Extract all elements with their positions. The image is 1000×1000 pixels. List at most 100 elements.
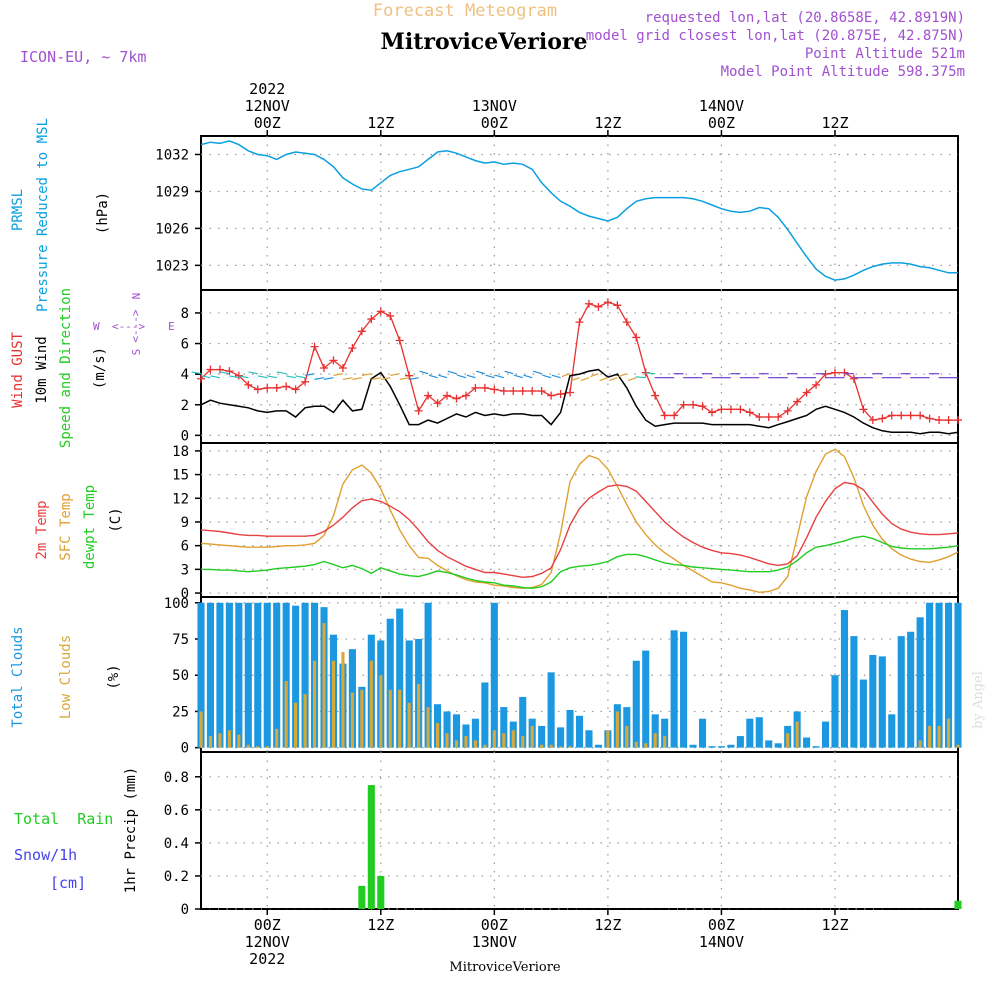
gust-marker (244, 380, 253, 389)
wind-direction-arrow (314, 377, 325, 380)
y-tick-label: 0.2 (164, 869, 189, 885)
wind-direction-arrow (523, 374, 533, 379)
low-clouds-bar (530, 725, 534, 748)
wind-direction-arrow (571, 377, 580, 382)
wind-direction-arrow (608, 377, 618, 382)
wind-direction-arrow (590, 373, 599, 378)
gust-marker (660, 411, 669, 420)
gust-marker (812, 380, 821, 389)
total-clouds-bar (481, 682, 489, 748)
low-clouds-bar (265, 746, 269, 748)
panel-frames (200, 135, 959, 910)
total-clouds-bar (443, 711, 451, 748)
total-clouds-bar (888, 714, 896, 748)
prmsl-line (200, 140, 958, 281)
gust-marker (480, 383, 489, 392)
total-clouds-bar (944, 602, 953, 748)
wind-direction-arrow (333, 373, 344, 376)
low-clouds-bar (312, 660, 317, 748)
total-clouds-bar (538, 725, 546, 748)
gust-marker (603, 298, 612, 307)
wind-panel (191, 298, 962, 435)
low-clouds-bar (303, 694, 307, 748)
top-time-label: 13NOV (472, 97, 517, 115)
top-time-label: 00Z (481, 114, 508, 132)
gust-marker (745, 408, 754, 417)
grid-lines (201, 136, 958, 910)
gust-marker (679, 400, 688, 409)
total-clouds-bar (717, 746, 725, 748)
wind-direction-arrow (219, 371, 230, 375)
rain-bar (358, 885, 366, 909)
gust-marker (537, 386, 546, 395)
low-clouds-bar (492, 730, 496, 748)
wind-direction-arrow (390, 373, 400, 376)
gust-marker (622, 318, 631, 327)
gust-marker (424, 391, 433, 400)
sfc-temp-line (200, 448, 959, 594)
axes: 1023102610291032024680369121518025507510… (155, 80, 848, 968)
gust-marker (651, 391, 660, 400)
rain-bar (377, 875, 385, 909)
wind-direction-arrow (342, 377, 353, 380)
y-tick-label: 0.8 (164, 770, 189, 786)
hpa-unit: (hPa) (95, 192, 111, 234)
gust-marker (528, 386, 537, 395)
bottom-time-label: 12Z (594, 916, 621, 934)
compass-east: E (168, 320, 175, 333)
bottom-time-label: 14NOV (699, 933, 744, 951)
gust-marker (443, 391, 452, 400)
low-clouds-bar (653, 733, 657, 748)
snow-unit-label: [cm] (50, 874, 86, 892)
bottom-time-label: 12Z (821, 916, 848, 934)
wind-direction-arrow (635, 376, 646, 379)
gust-marker (830, 368, 839, 377)
top-time-label: 14NOV (699, 97, 744, 115)
temp2m-label: 2m Temp (34, 500, 50, 559)
gust-marker (859, 405, 868, 414)
wind-direction-arrow (618, 373, 628, 378)
wind-direction-arrow (599, 377, 609, 382)
low-clouds-bar (275, 728, 279, 748)
total-clouds-bar (926, 602, 934, 748)
gust-marker (670, 411, 679, 420)
gust-marker (793, 397, 802, 406)
total-clouds-bar (566, 709, 574, 748)
y-tick-label: 6 (181, 539, 189, 555)
gust-marker (197, 374, 205, 383)
wind-direction-arrow (248, 371, 258, 375)
low-clouds-bar (644, 743, 648, 748)
total-clouds-bar (557, 727, 565, 748)
low-clouds-bar (663, 736, 667, 748)
total-rain-label: Total Rain (14, 810, 113, 828)
gust-marker (376, 307, 385, 316)
gust-marker (357, 327, 366, 336)
wind-direction-arrow (485, 374, 495, 379)
low-clouds-bar (928, 725, 932, 748)
y-tick-label: 1026 (155, 221, 189, 237)
gust-marker (944, 416, 953, 425)
watermark: by Angel (971, 671, 986, 729)
gust-marker (547, 391, 556, 400)
gust-marker (774, 412, 783, 421)
wind-10m-label: 10m Wind (34, 336, 50, 403)
low-clouds-bar (284, 681, 288, 748)
ms-unit: (m/s) (92, 347, 108, 389)
gust-marker (954, 416, 962, 425)
wind-direction-arrow (561, 373, 571, 378)
total-clouds-bar (916, 617, 924, 748)
gust-marker (575, 318, 584, 327)
gust-marker (764, 412, 773, 421)
y-tick-label: 0.4 (164, 836, 189, 852)
low-clouds-bar (568, 746, 572, 748)
total-clouds-bar (954, 602, 962, 748)
y-tick-label: 1032 (155, 147, 189, 163)
temperature-panel (200, 448, 959, 594)
total-clouds-bar (840, 610, 848, 748)
total-clouds-bar (301, 602, 309, 748)
wind-direction-arrow (210, 375, 221, 379)
gust-marker (840, 368, 849, 377)
low-clouds-bar (350, 692, 354, 748)
y-tick-label: 4 (181, 367, 189, 383)
